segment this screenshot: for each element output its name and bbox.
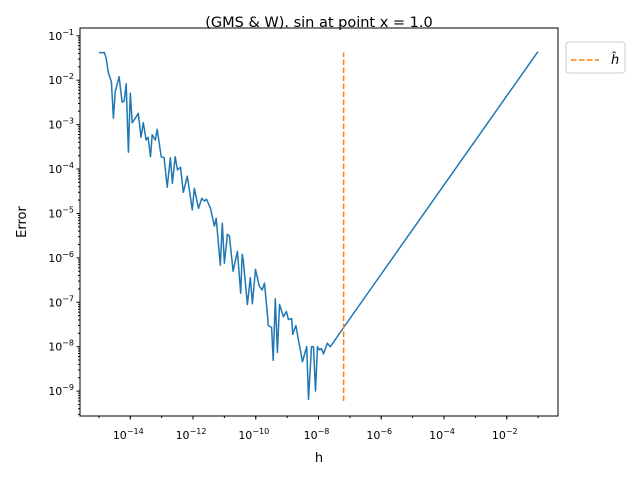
legend-box (565, 41, 626, 74)
legend: ĥ (565, 41, 626, 74)
x-tick-label: 10−14 (113, 427, 144, 442)
legend-label-h-hat: ĥ (611, 52, 619, 68)
y-tick-label: 10−4 (48, 161, 74, 176)
plot-frame (79, 27, 559, 417)
y-axis-label: Error (15, 206, 30, 238)
series-layer (98, 51, 539, 401)
x-tick-label: 10−6 (366, 427, 392, 442)
x-tick-label: 10−8 (304, 427, 330, 442)
x-tick-label: 10−2 (492, 427, 518, 442)
series-line-0 (98, 51, 539, 401)
y-tick-label: 10−1 (48, 28, 74, 43)
x-axis-label: h (315, 451, 323, 466)
x-tick-label: 10−12 (176, 427, 207, 442)
y-tick-label: 10−8 (48, 339, 74, 354)
y-tick-label: 10−7 (48, 294, 74, 309)
x-tick-label: 10−4 (429, 427, 455, 442)
x-tick-label: 10−10 (238, 427, 269, 442)
y-tick-label: 10−5 (48, 205, 74, 220)
x-axis: 10−14 10−12 10−10 10−8 10−6 10−4 10−2 (98, 416, 539, 442)
y-tick-label: 10−3 (48, 117, 74, 132)
y-axis: 10−1 10−2 10−3 10−4 10−5 10−6 10−7 10−8 10−9 (48, 28, 80, 415)
chart-title: (GMS & W). sin at point x = 1.0 (205, 15, 433, 31)
y-tick-label: 10−2 (48, 72, 74, 87)
y-tick-label: 10−6 (48, 250, 74, 265)
y-tick-label: 10−9 (48, 383, 74, 398)
